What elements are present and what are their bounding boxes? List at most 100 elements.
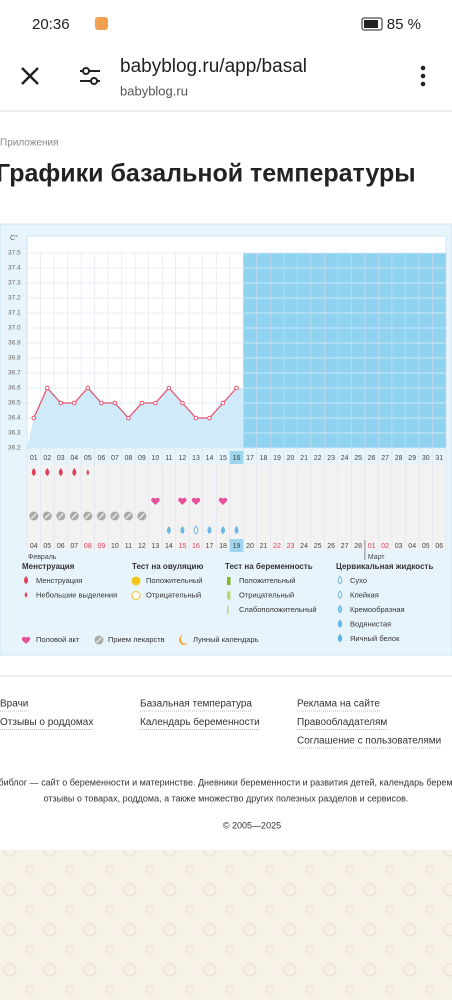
legend-item: Половой акт: [36, 635, 80, 644]
date-label: 06: [435, 543, 443, 550]
date-label: 26: [327, 543, 335, 550]
intercourse-icon: [218, 497, 228, 505]
battery-icon: [361, 17, 383, 31]
legend-title: Менструация: [22, 562, 75, 571]
legend-item: Положительный: [239, 576, 295, 585]
legend-icon: [227, 577, 231, 585]
date-label: 11: [125, 543, 132, 550]
chart: 36.2 36.3 36.4 36.5 36.6 36.7 36.8 36.9 37.0 37.1…: [8, 250, 447, 645]
date-label: 12: [138, 543, 146, 550]
day-label: 01: [30, 455, 38, 462]
day-label: 14: [206, 455, 214, 462]
date-label: 27: [341, 543, 349, 550]
status-time: 20:36: [32, 16, 70, 33]
date-label: 05: [422, 543, 430, 550]
menstruation-icon: [45, 468, 50, 476]
day-label: 12: [179, 455, 187, 462]
intercourse-icon: [191, 497, 201, 505]
date-label: 24: [300, 543, 308, 550]
day-label: 08: [124, 455, 132, 462]
day-label: 07: [111, 455, 119, 462]
date-label: 28: [354, 543, 362, 550]
y-tick-label: 37.5: [8, 250, 21, 257]
date-label: 16: [192, 543, 200, 550]
legend-icon: [131, 576, 141, 586]
temperature-point: [166, 385, 172, 391]
status-battery: 85 %: [387, 16, 421, 33]
date-label: 20: [246, 543, 254, 550]
menu-button[interactable]: [420, 65, 426, 87]
footer-link[interactable]: Базальная температура: [140, 699, 252, 710]
temperature-point: [72, 400, 77, 406]
footer-link[interactable]: Врачи: [0, 699, 28, 710]
legend-item: Положительный: [146, 576, 202, 585]
temperature-point: [112, 400, 118, 406]
intercourse-icon: [151, 497, 160, 505]
cervical-icon: [166, 526, 171, 534]
legend-item: Прием лекарств: [108, 635, 165, 644]
close-button[interactable]: [21, 67, 39, 85]
footer-link[interactable]: Правообладателям: [297, 716, 387, 728]
legend-icon: [337, 633, 343, 643]
y-tick-label: 36.5: [8, 400, 21, 407]
legend-item: Яичный белок: [350, 634, 400, 643]
date-label: 18: [219, 543, 227, 550]
legend-icon: [337, 575, 343, 585]
day-label: 04: [70, 455, 78, 462]
footer: Врачи Отзывы о роддомах Базальная температ…: [0, 699, 452, 830]
date-label: 22: [273, 543, 281, 550]
day-label: 18: [260, 455, 268, 462]
y-tick-label: 36.8: [8, 355, 21, 362]
temperature-point: [85, 385, 91, 391]
date-label: 03: [395, 543, 403, 550]
legend-icon: [24, 576, 28, 584]
medicine-icon: [98, 513, 105, 519]
url[interactable]: babyblog.ru/app/basal: [120, 56, 307, 77]
day-label: 02: [43, 455, 51, 462]
y-tick-label: 37.1: [8, 310, 21, 317]
medicine-icon: [71, 513, 78, 519]
day-label: 19: [273, 455, 281, 462]
legend-icon: [179, 635, 188, 645]
legend-icon: [227, 606, 229, 614]
cervical-icon: [180, 526, 185, 534]
legend-icon: [227, 591, 231, 600]
legend-title: Цервикальная жидкость: [336, 562, 433, 571]
day-label: 20: [287, 455, 295, 462]
medicine-icon: [112, 513, 118, 519]
legend-item: Отрицательный: [146, 590, 201, 599]
month-label: Февраль: [28, 554, 57, 561]
month-label: Март: [368, 554, 386, 561]
temperature-point: [153, 400, 158, 406]
date-label: 10: [111, 543, 119, 550]
medicine-icon: [84, 513, 91, 519]
host: babyblog.ru: [120, 83, 188, 98]
breadcrumb[interactable]: Приложения: [0, 138, 59, 149]
y-tick-label: 36.7: [8, 370, 21, 377]
date-label: 09: [97, 543, 105, 550]
day-label: 10: [152, 455, 160, 462]
legend-icon: [96, 637, 102, 643]
day-label: 29: [408, 455, 416, 462]
legend-item: Отрицательный: [239, 590, 294, 599]
legend-icon: [131, 591, 141, 600]
footer-link[interactable]: Календарь беременности: [140, 716, 260, 728]
site-settings[interactable]: [80, 67, 100, 85]
y-unit: С°: [10, 234, 18, 242]
cervical-icon: [220, 526, 225, 534]
date-label: 25: [314, 543, 322, 550]
cervical-icon: [207, 526, 212, 534]
day-label: 22: [314, 455, 322, 462]
medicine-icon: [125, 513, 132, 519]
temperature-point: [180, 400, 185, 406]
day-label: 21: [300, 455, 308, 462]
day-label: 16: [233, 455, 241, 462]
temperature-point: [99, 400, 104, 406]
menstruation-icon: [86, 469, 90, 476]
footer-link[interactable]: Отзывы о роддомах: [0, 717, 93, 728]
footer-link[interactable]: Реклама на сайте: [297, 699, 380, 710]
y-tick-label: 36.4: [8, 415, 21, 422]
footer-link[interactable]: Соглашение с пользователями: [297, 736, 441, 747]
legend-title: Тест на беременность: [225, 562, 313, 571]
